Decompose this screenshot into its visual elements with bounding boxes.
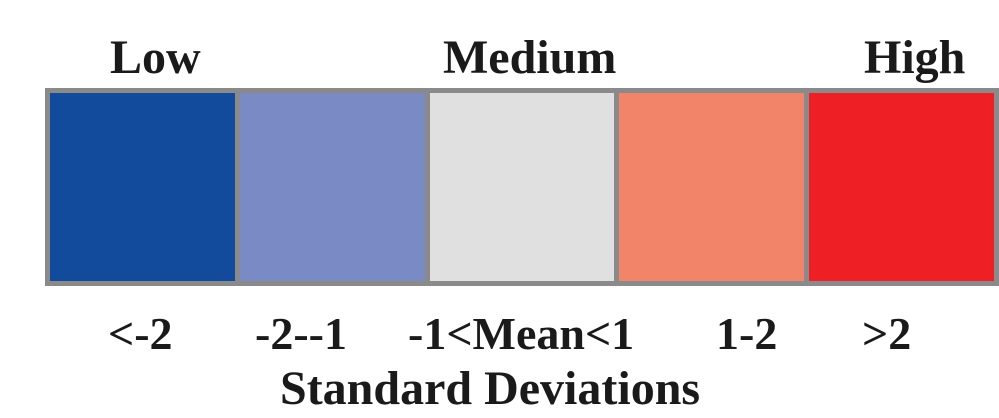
color-scale-bar (45, 88, 999, 286)
swatch-mean (429, 93, 615, 281)
legend-label-low: Low (110, 31, 201, 84)
legend-label-medium: Medium (443, 31, 617, 84)
bin-label-above-2: >2 (862, 308, 912, 359)
bin-label-mean: -1<Mean<1 (408, 308, 635, 359)
bin-label-minus-2-to-minus-1: -2--1 (255, 308, 347, 359)
axis-label-standard-deviations: Standard Deviations (280, 362, 701, 415)
bin-label-1-to-2: 1-2 (716, 308, 778, 359)
legend-label-high: High (864, 31, 966, 84)
swatch-above-2 (809, 93, 994, 281)
bin-label-below-minus-2: <-2 (108, 308, 173, 359)
swatch-1-to-2 (619, 93, 805, 281)
swatch-minus-2-to-minus-1 (239, 93, 425, 281)
swatch-below-minus-2 (50, 93, 235, 281)
